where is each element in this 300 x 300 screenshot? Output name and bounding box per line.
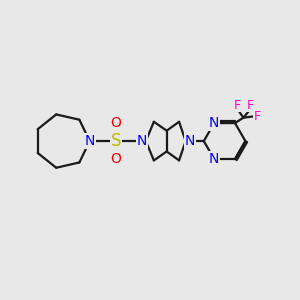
Text: N: N <box>85 134 95 148</box>
Text: N: N <box>184 134 195 148</box>
Text: F: F <box>234 99 241 112</box>
Text: O: O <box>110 152 121 166</box>
Text: N: N <box>209 116 219 130</box>
Text: N: N <box>137 134 147 148</box>
Text: F: F <box>247 99 254 112</box>
Text: N: N <box>209 152 219 166</box>
Text: S: S <box>111 132 121 150</box>
Text: O: O <box>110 116 121 130</box>
Text: F: F <box>254 110 261 123</box>
